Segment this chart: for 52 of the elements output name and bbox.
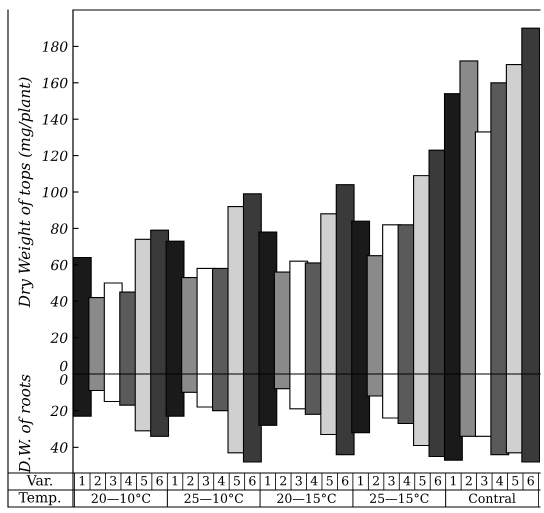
x-tick-label: 6 <box>434 476 442 486</box>
y-tick-label: 100 <box>42 186 68 198</box>
y-tick-label: 40 <box>50 442 68 453</box>
x-tick-label: 2 <box>280 476 286 486</box>
x-tick-label: 2 <box>94 476 100 486</box>
x-tick-label: 2 <box>372 476 379 486</box>
x-tick-label: 1 <box>265 476 270 486</box>
x-tick-label: 1 <box>172 476 178 486</box>
y-tick-label: 40 <box>50 296 68 307</box>
text: Contral <box>468 493 516 504</box>
text: 20—10°C <box>92 494 150 504</box>
x-tick-label: 3 <box>296 476 302 486</box>
x-tick-label: 4 <box>496 476 504 486</box>
x-tick-label: 6 <box>528 476 534 486</box>
y-tick-label: 20 <box>50 332 68 344</box>
text: 25—15°C <box>370 494 429 504</box>
y-tick-label: 140 <box>42 114 68 125</box>
x-tick-label: 3 <box>388 476 395 486</box>
x-tick-label: 5 <box>234 476 240 486</box>
x-tick-label: 1 <box>80 476 84 486</box>
x-tick-label: 5 <box>420 476 426 486</box>
x-tick-label: 6 <box>249 476 256 486</box>
x-tick-label: 4 <box>310 476 318 486</box>
x-tick-label: 4 <box>403 476 410 486</box>
y-tick-label: 60 <box>51 260 68 270</box>
x-tick-label: 1 <box>358 476 363 486</box>
y-axis-title: Dry Weight of tops (mg/plant) <box>18 78 34 308</box>
y-tick-label: 0 <box>60 374 68 385</box>
x-tick-label: 1 <box>450 476 456 486</box>
x-tick-label: 4 <box>125 476 132 486</box>
y-tick-label: 0 <box>60 360 68 372</box>
x-tick-label: 5 <box>326 476 333 486</box>
x-tick-label: 3 <box>202 476 210 486</box>
x-tick-label: 3 <box>110 476 116 486</box>
y-tick-label: 80 <box>50 223 68 234</box>
x-tick-label: 5 <box>141 476 148 486</box>
x-tick-label: 6 <box>156 476 163 486</box>
text: Temp. <box>18 492 60 506</box>
x-tick-label: 6 <box>342 476 348 486</box>
x-tick-label: 4 <box>218 476 225 486</box>
y-tick-label: 180 <box>42 41 68 52</box>
x-tick-label: 5 <box>512 476 518 486</box>
text: 25—10°C <box>184 494 244 504</box>
y-tick-label: 120 <box>42 150 68 162</box>
x-tick-label: 2 <box>466 476 472 486</box>
y-tick-label: 160 <box>42 78 68 88</box>
y-tick-label: 20 <box>50 406 68 416</box>
y-axis-title: D.W. of roots <box>18 374 34 474</box>
text: 20—15°C <box>277 494 336 504</box>
x-tick-label: 3 <box>481 476 488 486</box>
text: Var. <box>26 475 52 486</box>
x-tick-label: 2 <box>187 476 194 486</box>
